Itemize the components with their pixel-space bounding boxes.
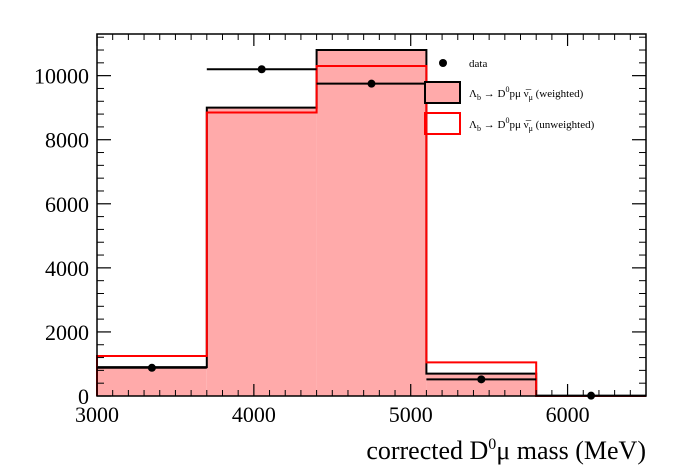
y-tick-label: 6000 bbox=[45, 192, 89, 217]
data-point bbox=[147, 363, 156, 372]
x-axis-title: corrected D0μ mass (MeV) bbox=[366, 436, 646, 465]
x-tick-label: 3000 bbox=[75, 402, 119, 427]
x-tick-label: 6000 bbox=[546, 402, 590, 427]
x-tick-label: 5000 bbox=[389, 402, 433, 427]
legend-label-weighted: Λb → D0pμ ν̅μ (weighted) bbox=[469, 85, 584, 102]
data-point bbox=[367, 79, 376, 88]
legend-swatch-weighted bbox=[424, 81, 461, 104]
legend-marker-data bbox=[439, 59, 447, 67]
y-tick-label: 10000 bbox=[34, 64, 89, 89]
y-tick-label: 0 bbox=[78, 384, 89, 409]
legend-label-unweighted: Λb → D0pμ ν̅μ (unweighted) bbox=[469, 116, 595, 133]
data-point bbox=[477, 375, 486, 384]
legend-swatch-unweighted bbox=[424, 112, 461, 135]
y-tick-label: 2000 bbox=[45, 320, 89, 345]
plot-frame bbox=[96, 33, 647, 397]
data-point bbox=[257, 65, 266, 74]
plot-area bbox=[96, 49, 646, 400]
weighted-bar bbox=[316, 50, 427, 396]
y-tick-label: 4000 bbox=[45, 256, 89, 281]
axes: 3000 4000 5000 6000 0 2000 4000 6000 8000 10000 bbox=[34, 34, 647, 427]
legend: data Λb → D0pμ ν̅μ (weighted) Λb → D0pμ ν̅… bbox=[424, 58, 595, 135]
weighted-bar bbox=[206, 107, 317, 396]
legend-label-data: data bbox=[469, 58, 487, 70]
weighted-bar bbox=[97, 367, 207, 396]
unweighted-histogram-line bbox=[96, 65, 646, 397]
y-tick-label: 8000 bbox=[45, 128, 89, 153]
x-tick-label: 4000 bbox=[232, 402, 276, 427]
